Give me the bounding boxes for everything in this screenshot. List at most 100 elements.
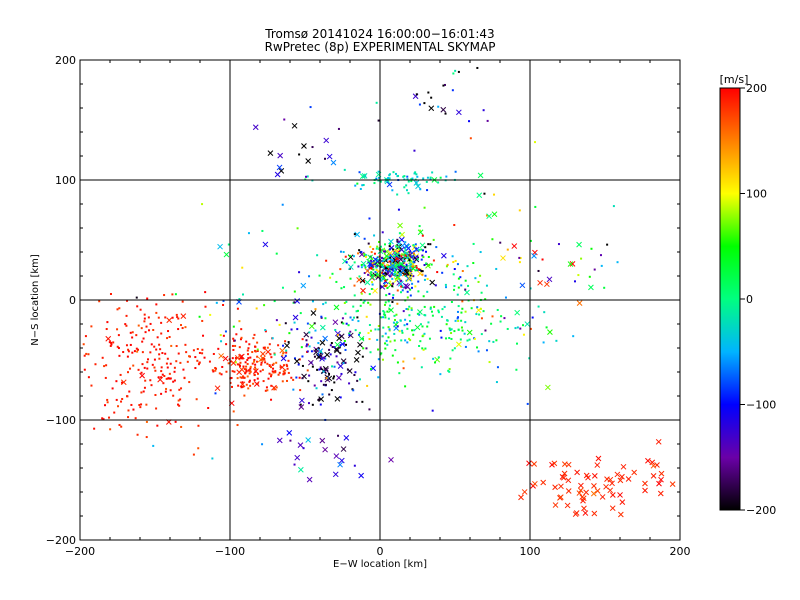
cross-marker bbox=[609, 505, 616, 512]
dot-marker bbox=[144, 379, 147, 382]
dot-marker bbox=[394, 269, 397, 272]
dot-marker bbox=[519, 257, 522, 260]
dot-marker bbox=[402, 310, 405, 313]
dot-marker bbox=[344, 312, 347, 315]
dot-marker bbox=[381, 335, 384, 338]
dot-marker bbox=[453, 347, 456, 350]
colorbar-tick-label: 200 bbox=[746, 82, 767, 95]
dot-marker bbox=[116, 345, 119, 348]
dot-marker bbox=[131, 351, 134, 354]
dot-marker bbox=[480, 317, 483, 320]
dot-marker bbox=[273, 371, 276, 374]
dot-marker bbox=[401, 329, 404, 332]
cross-marker bbox=[552, 502, 559, 508]
dot-marker bbox=[132, 364, 135, 367]
cross-marker bbox=[236, 369, 243, 376]
dot-marker bbox=[333, 346, 336, 349]
cross-marker bbox=[403, 243, 410, 249]
dot-marker bbox=[443, 305, 446, 308]
cross-marker bbox=[334, 341, 341, 348]
dot-marker bbox=[158, 353, 161, 356]
dot-marker bbox=[317, 398, 320, 401]
dot-marker bbox=[374, 328, 377, 331]
dot-marker bbox=[466, 265, 469, 268]
dot-marker bbox=[269, 366, 272, 369]
x-tick-label: 100 bbox=[520, 545, 541, 558]
dot-marker bbox=[176, 316, 179, 319]
dot-marker bbox=[404, 254, 407, 257]
dot-marker bbox=[175, 360, 178, 363]
dot-marker bbox=[287, 359, 290, 362]
dot-marker bbox=[482, 310, 485, 313]
dot-marker bbox=[319, 351, 322, 354]
dot-marker bbox=[385, 273, 388, 276]
dot-marker bbox=[407, 308, 410, 311]
dot-marker bbox=[182, 368, 185, 371]
dot-marker bbox=[403, 253, 406, 256]
cross-marker bbox=[218, 353, 224, 359]
dot-marker bbox=[240, 386, 243, 389]
dot-marker bbox=[391, 273, 394, 276]
dot-marker bbox=[383, 285, 386, 288]
dot-marker bbox=[361, 184, 364, 187]
dot-marker bbox=[431, 171, 434, 174]
dot-marker bbox=[306, 343, 309, 346]
dot-marker bbox=[149, 379, 152, 382]
dot-marker bbox=[405, 189, 408, 192]
dot-marker bbox=[384, 285, 387, 288]
dot-marker bbox=[419, 188, 422, 191]
dot-marker bbox=[412, 275, 415, 278]
dot-marker bbox=[313, 384, 316, 387]
dot-marker bbox=[412, 252, 415, 255]
dot-marker bbox=[134, 417, 137, 420]
dot-marker bbox=[450, 332, 453, 335]
dot-marker bbox=[404, 275, 407, 278]
dot-marker bbox=[246, 358, 249, 361]
dot-marker bbox=[381, 256, 384, 259]
dot-marker bbox=[428, 337, 431, 340]
dot-marker bbox=[358, 378, 361, 381]
dot-marker bbox=[448, 337, 451, 340]
dot-marker bbox=[456, 310, 459, 313]
cross-marker bbox=[305, 158, 312, 164]
dot-marker bbox=[395, 245, 398, 248]
dot-marker bbox=[376, 259, 379, 262]
dot-marker bbox=[245, 368, 248, 371]
dot-marker bbox=[384, 314, 387, 317]
dot-marker bbox=[316, 368, 319, 371]
y-tick-label: 100 bbox=[55, 174, 76, 187]
dot-marker bbox=[370, 281, 373, 284]
cross-marker bbox=[617, 511, 624, 518]
dot-marker bbox=[401, 286, 404, 289]
dot-marker bbox=[220, 373, 223, 376]
dot-marker bbox=[117, 405, 120, 408]
dot-marker bbox=[261, 229, 264, 232]
dot-marker bbox=[522, 333, 525, 336]
dot-marker bbox=[143, 366, 146, 369]
cross-marker bbox=[413, 180, 420, 186]
cross-marker bbox=[386, 181, 393, 188]
dot-marker bbox=[375, 268, 378, 271]
cross-marker bbox=[260, 351, 266, 357]
dot-marker bbox=[453, 224, 456, 227]
dot-marker bbox=[93, 427, 96, 430]
dot-marker bbox=[445, 337, 448, 340]
dot-marker bbox=[129, 367, 132, 370]
dot-marker bbox=[452, 261, 455, 264]
dot-marker bbox=[362, 183, 365, 186]
dot-marker bbox=[116, 308, 119, 311]
dot-marker bbox=[456, 293, 459, 296]
dot-marker bbox=[408, 251, 411, 254]
dot-marker bbox=[410, 180, 413, 183]
dot-marker bbox=[372, 248, 375, 251]
dot-marker bbox=[401, 289, 404, 292]
dot-marker bbox=[358, 331, 361, 334]
dot-marker bbox=[577, 274, 580, 277]
dot-marker bbox=[85, 352, 88, 355]
dot-marker bbox=[353, 261, 356, 264]
dot-marker bbox=[496, 308, 499, 311]
dot-marker bbox=[388, 308, 391, 311]
dot-marker bbox=[150, 343, 153, 346]
dot-marker bbox=[334, 328, 337, 331]
